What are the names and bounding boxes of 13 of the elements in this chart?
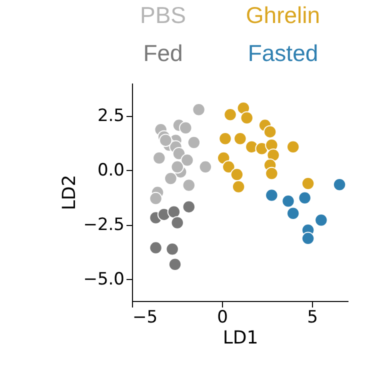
text: PBS bbox=[140, 2, 186, 28]
y-tick-label: −5.0 bbox=[83, 270, 124, 290]
x-tick-label: 5 bbox=[307, 308, 318, 328]
text: Fed bbox=[143, 40, 183, 66]
y-tick-label: −2.5 bbox=[83, 215, 124, 236]
x-tick-label: 0 bbox=[217, 308, 228, 328]
text: Fasted bbox=[248, 40, 318, 66]
y-tick-label: 0.0 bbox=[97, 160, 124, 181]
y-tick-label: 2.5 bbox=[97, 106, 124, 126]
x-tick-label: −5 bbox=[132, 308, 158, 328]
x-axis-title: LD1 bbox=[222, 328, 258, 348]
text: Ghrelin bbox=[246, 2, 320, 28]
y-axis-title: LD2 bbox=[59, 174, 80, 210]
